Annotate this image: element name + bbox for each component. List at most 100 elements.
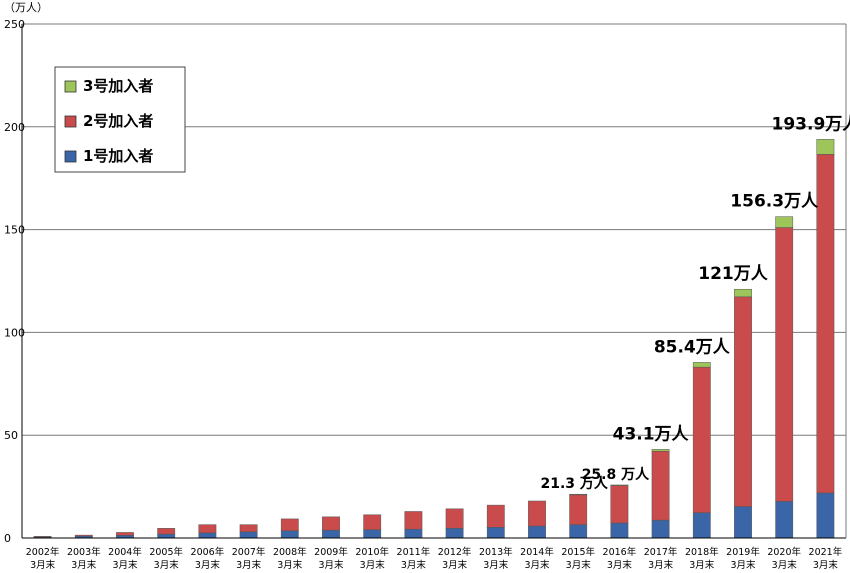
x-tick-label-line: 2009年 (314, 546, 348, 558)
x-tick-label-line: 3月末 (30, 559, 56, 571)
bar-segment-series-0 (816, 492, 835, 539)
x-tick-label-line: 3月末 (483, 559, 509, 571)
x-tick-label-line: 2003年 (67, 546, 101, 558)
x-tick-label-line: 2018年 (685, 546, 719, 558)
bar-segment-series-0 (157, 533, 176, 539)
x-tick-label-line: 3月末 (648, 559, 674, 571)
y-tick-label: 250 (4, 18, 25, 31)
bar-segment-series-1 (692, 366, 711, 513)
x-tick-label-line: 2020年 (767, 546, 801, 558)
x-tick-label: 2015年 3月末 (561, 546, 595, 571)
x-tick-label-line: 3月末 (277, 559, 303, 571)
x-tick-label: 2017年 3月末 (644, 546, 678, 571)
x-tick-label-line: 3月末 (112, 559, 138, 571)
bar-segment-series-1 (775, 227, 794, 502)
bar-segment-series-1 (569, 494, 588, 525)
x-tick-label: 2008年 3月末 (273, 546, 307, 571)
bar-segment-series-0 (610, 522, 629, 539)
x-tick-label-line: 2002年 (26, 546, 60, 558)
x-tick-label: 2005年 3月末 (149, 546, 183, 571)
axes (21, 24, 847, 539)
bar-segment-series-1 (33, 536, 52, 538)
x-tick-label: 2019年 3月末 (726, 546, 760, 571)
x-tick-label-line: 3月末 (154, 559, 180, 571)
total-label: 21.3 万人 (540, 475, 608, 492)
bar-segment-series-0 (404, 528, 423, 539)
bar-segment-series-0 (198, 532, 217, 539)
x-tick-label-line: 2012年 (438, 546, 472, 558)
x-tick-label: 2013年 3月末 (479, 546, 513, 571)
total-label: 193.9万人 (772, 114, 850, 134)
x-tick-label: 2021年 3月末 (809, 546, 843, 571)
bar-segment-series-1 (486, 504, 505, 528)
x-tick-label-line: 2015年 (561, 546, 595, 558)
x-tick-label-line: 3月末 (401, 559, 427, 571)
x-tick-label: 2018年 3月末 (685, 546, 719, 571)
x-tick-label: 2002年 3月末 (26, 546, 60, 571)
bar-segment-series-1 (74, 534, 93, 537)
x-tick-label: 2020年 3月末 (767, 546, 801, 571)
total-label: 25.8 万人 (582, 466, 650, 483)
total-label: 43.1万人 (613, 424, 690, 444)
x-tick-label-line: 3月末 (524, 559, 550, 571)
bar-segment-series-0 (322, 529, 340, 539)
x-tick-label: 2003年 3月末 (67, 546, 101, 571)
bar-segment-series-0 (775, 501, 794, 539)
x-tick-label: 2004年 3月末 (108, 546, 142, 571)
bar-segment-series-1 (528, 500, 546, 527)
legend-swatch (64, 150, 77, 163)
x-tick-label: 2012年 3月末 (438, 546, 472, 571)
x-tick-label: 2007年 3月末 (232, 546, 266, 571)
x-tick-label-line: 3月末 (442, 559, 468, 571)
bar-segment-series-0 (569, 524, 588, 539)
x-tick-label-line: 2017年 (644, 546, 678, 558)
x-tick-label: 2016年 3月末 (603, 546, 637, 571)
bar-segment-series-1 (363, 514, 382, 531)
bar-segment-series-2 (816, 139, 835, 155)
x-tick-label-line: 3月末 (566, 559, 592, 571)
bar-segment-series-2 (569, 493, 588, 496)
bar-segment-series-0 (280, 530, 299, 539)
bar-segment-series-1 (734, 296, 752, 507)
bar-segment-series-2 (610, 484, 629, 486)
legend-label: 3号加入者 (83, 77, 153, 95)
x-tick-label-line: 3月末 (607, 559, 633, 571)
bars (33, 139, 835, 539)
bar-segment-series-2 (734, 288, 752, 298)
legend-label: 2号加入者 (83, 112, 153, 130)
bar-segment-series-1 (239, 524, 258, 533)
x-tick-label-line: 3月末 (236, 559, 262, 571)
bar-segment-series-1 (445, 508, 464, 529)
x-tick-label: 2014年 3月末 (520, 546, 554, 571)
bar-segment-series-0 (363, 529, 382, 539)
x-tick-label-line: 2007年 (232, 546, 266, 558)
bar-segment-series-0 (651, 519, 670, 539)
x-tick-label-line: 3月末 (195, 559, 221, 571)
y-tick-labels: 0 50 100 150 200 250 (4, 18, 25, 545)
total-label: 85.4万人 (654, 337, 731, 357)
x-tick-label: 2010年 3月末 (355, 546, 389, 571)
bar-segment-series-1 (404, 511, 423, 530)
y-axis-unit-label: （万人） (4, 1, 48, 14)
x-tick-label-line: 3月末 (318, 559, 344, 571)
x-tick-label: 2011年 3月末 (397, 546, 431, 571)
bar-segment-series-0 (239, 531, 258, 539)
x-tick-label-line: 2006年 (191, 546, 225, 558)
legend-box (54, 66, 186, 173)
bar-segment-series-1 (198, 524, 217, 534)
bar-segment-series-2 (651, 449, 670, 452)
x-tick-label-line: 2016年 (603, 546, 637, 558)
bar-segment-series-0 (692, 512, 711, 539)
x-tick-label-line: 2011年 (397, 546, 431, 558)
legend: 3号加入者 2号加入者 1号加入者 (54, 66, 186, 173)
x-tick-label-line: 2019年 (726, 546, 760, 558)
total-label: 156.3万人 (730, 192, 819, 212)
x-tick-label-line: 2013年 (479, 546, 513, 558)
bar-segment-series-2 (775, 216, 794, 228)
y-tick-label: 150 (4, 224, 25, 237)
legend-swatch (64, 80, 77, 93)
x-tick-label: 2006年 3月末 (191, 546, 225, 571)
x-tick-label-line: 2021年 (809, 546, 843, 558)
x-tick-label-line: 2008年 (273, 546, 307, 558)
